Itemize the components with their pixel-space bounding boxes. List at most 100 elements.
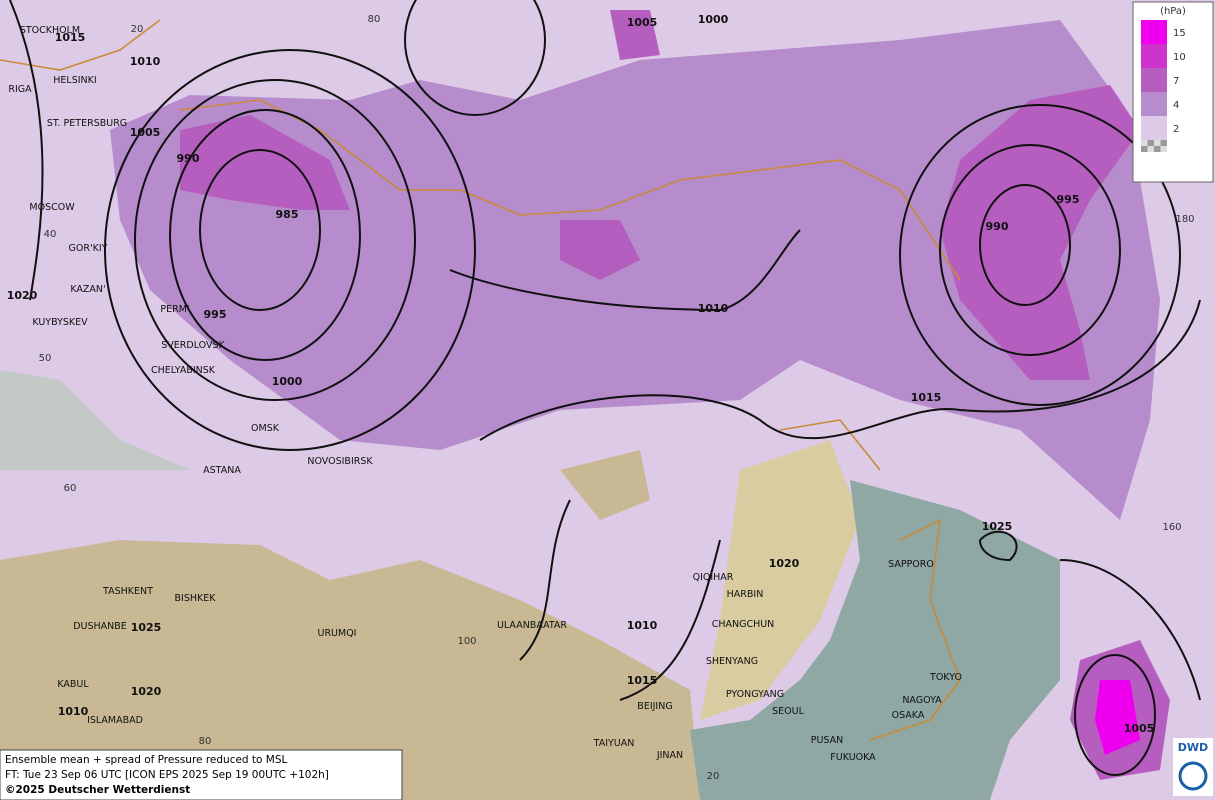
isobar [199, 149, 321, 311]
grid-label: 20 [131, 24, 144, 35]
isobar-label: 985 [276, 208, 299, 221]
city-label: PYONGYANG [726, 689, 784, 700]
terrain [0, 370, 190, 470]
isobar-label: 1000 [698, 13, 729, 26]
isobar-label: 1025 [982, 520, 1013, 533]
legend-swatch [1154, 146, 1161, 152]
spread-area [940, 85, 1140, 380]
grid-label: 60 [64, 483, 77, 494]
legend-label: 10 [1173, 52, 1186, 63]
city-label: ISLAMABAD [87, 715, 143, 726]
grid-label: 160 [1162, 522, 1181, 533]
city-label: GOR'KIY [69, 243, 108, 254]
city-label: SAPPORO [888, 559, 934, 570]
legend-label: 15 [1173, 28, 1186, 39]
legend-swatch [1141, 68, 1167, 92]
city-label: HARBIN [727, 589, 764, 600]
legend-unit: (hPa) [1160, 6, 1186, 17]
isobar-label: 1005 [1124, 722, 1155, 735]
legend-swatch [1141, 116, 1167, 140]
city-label: PERM' [160, 304, 189, 315]
coastline [0, 19, 961, 741]
isobar-label: 1020 [769, 557, 800, 570]
terrain [700, 440, 860, 720]
legend-label: 2 [1173, 124, 1179, 135]
city-label: BISHKEK [175, 593, 217, 604]
spread-area [610, 10, 660, 60]
legend-swatch [1141, 20, 1167, 44]
city-label: SHENYANG [706, 656, 758, 667]
isobar [104, 49, 476, 451]
legend-swatch [1147, 140, 1154, 146]
caption-box [0, 749, 403, 800]
isobar [9, 0, 1201, 701]
legend-label: 7 [1173, 76, 1179, 87]
legend-label: 4 [1173, 100, 1179, 111]
city-label: PUSAN [811, 735, 844, 746]
logo-box [1173, 738, 1213, 796]
legend-swatch [1141, 140, 1148, 146]
isobar-label: 990 [177, 152, 200, 165]
city-label: RIGA [8, 84, 32, 95]
terrain [0, 540, 700, 800]
city-label: KAZAN' [70, 284, 105, 295]
city-label: JINAN [656, 750, 683, 761]
city-label: SEOUL [772, 706, 804, 717]
city-label: DUSHANBE [73, 621, 127, 632]
caption-line: ©2025 Deutscher Wetterdienst [5, 784, 190, 796]
isobar-label: 1025 [131, 621, 162, 634]
legend-swatch [1147, 146, 1154, 152]
caption-line: FT: Tue 23 Sep 06 UTC [ICON EPS 2025 Sep… [5, 769, 329, 781]
isobar-label: 995 [204, 308, 227, 321]
sea [690, 480, 1060, 800]
isobar-label: 1020 [131, 685, 162, 698]
grid-label: 50 [39, 353, 52, 364]
isobar-label: 1020 [7, 289, 38, 302]
grid-label: 180 [1175, 214, 1194, 225]
grid-label: 80 [368, 14, 381, 25]
city-label: QIQIHAR [693, 572, 734, 583]
city-label: NAGOYA [902, 695, 942, 706]
legend-swatch [1141, 92, 1167, 116]
caption-line: Ensemble mean + spread of Pressure reduc… [5, 754, 288, 766]
isobar-label: 1005 [130, 126, 161, 139]
logo-icon [1178, 761, 1208, 791]
city-label: FUKUOKA [830, 752, 876, 763]
isobar [134, 79, 416, 401]
legend: (hPa) 15 10 7 4 2 [1132, 1, 1214, 183]
isobar [899, 104, 1181, 406]
grid-label: 20 [707, 771, 720, 782]
city-label: HELSINKI [53, 75, 96, 86]
grid-label: 100 [457, 636, 476, 647]
city-label: KUYBYSKEV [32, 317, 88, 328]
legend-swatch [1141, 146, 1148, 152]
grid-label: 80 [199, 736, 212, 747]
city-label: SVERDLOVSK [161, 340, 225, 351]
city-label: TAIYUAN [593, 738, 635, 749]
isobar-label: 1015 [911, 391, 942, 404]
legend-swatch [1160, 146, 1167, 152]
isobar-label: 1015 [55, 31, 86, 44]
isobar [939, 144, 1121, 356]
isobar [169, 109, 361, 361]
city-label: TASHKENT [102, 586, 153, 597]
spread-area [110, 20, 1160, 520]
city-label: ST. PETERSBURG [47, 118, 127, 129]
legend-swatch [1160, 140, 1167, 146]
city-label: STOCKHOLM [20, 25, 80, 36]
isobar-label: 990 [986, 220, 1009, 233]
city-label: MOSCOW [29, 202, 75, 213]
terrain [560, 450, 650, 520]
isobar-label: 1010 [58, 705, 89, 718]
grid-label: 40 [44, 229, 57, 240]
isobar-label: 1010 [698, 302, 729, 315]
city-label: TOKYO [929, 672, 962, 683]
city-label: ULAANBAATAR [497, 620, 567, 631]
legend-swatch [1141, 44, 1167, 68]
city-label: BEIJING [637, 701, 672, 712]
isobar-label: 1015 [627, 674, 658, 687]
city-label: KABUL [57, 679, 89, 690]
city-label: OMSK [251, 423, 280, 434]
spread-area [180, 115, 350, 210]
